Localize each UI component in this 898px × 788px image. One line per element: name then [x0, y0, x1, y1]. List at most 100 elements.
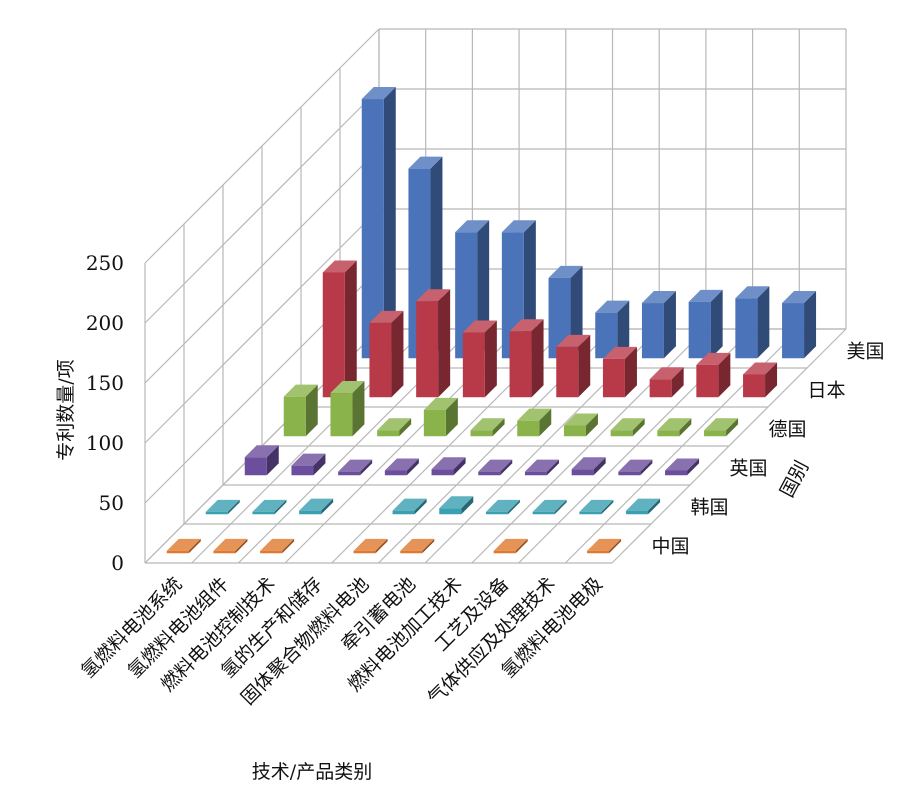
bar	[377, 418, 412, 437]
bar	[493, 538, 528, 554]
bar-front	[283, 396, 306, 437]
bar-front	[416, 301, 439, 398]
bar-top	[408, 156, 443, 169]
bar-top	[478, 459, 513, 472]
bar-front	[688, 301, 711, 359]
bar	[400, 538, 435, 554]
bar-front	[704, 430, 727, 437]
bar-front	[166, 550, 189, 554]
bar	[571, 457, 606, 476]
bar-top	[291, 453, 326, 466]
bar	[291, 453, 326, 476]
bar-top	[548, 265, 583, 278]
bar-top	[532, 499, 567, 512]
series-label: 美国	[847, 340, 885, 362]
bar-top	[416, 289, 451, 302]
bar-top	[384, 458, 419, 471]
bar-top	[166, 538, 201, 551]
bar-front	[696, 364, 719, 398]
bar-top	[205, 499, 240, 512]
bar-front	[618, 471, 641, 476]
bar-top	[423, 397, 458, 410]
bar	[704, 418, 739, 437]
bar-front	[470, 430, 493, 437]
bar-front	[509, 331, 532, 398]
bar-side	[593, 457, 606, 476]
bar-side	[500, 459, 513, 476]
bar-front	[735, 298, 758, 359]
bar	[509, 319, 544, 398]
bar-top	[338, 459, 373, 472]
bar-side	[484, 320, 497, 398]
bar-side	[757, 286, 770, 359]
bar-front	[626, 510, 649, 515]
bar-side	[453, 457, 466, 476]
bar	[478, 459, 513, 476]
bar-top	[252, 499, 287, 512]
bar-top	[571, 457, 606, 470]
bar-top	[392, 498, 427, 511]
bar-front	[602, 358, 625, 398]
bar-top	[377, 418, 412, 431]
bar-front	[587, 550, 610, 554]
bar-front	[384, 470, 407, 476]
series-label: 德国	[769, 418, 807, 440]
bar-front	[579, 511, 602, 515]
bar-top	[696, 352, 731, 365]
bar	[330, 381, 365, 437]
bar	[595, 300, 630, 359]
y-tick-label: 100	[86, 431, 124, 455]
bar-top	[330, 381, 365, 394]
bar-front	[392, 510, 415, 515]
bar-top	[743, 362, 778, 375]
bar-side	[624, 346, 637, 398]
bar-side	[507, 499, 520, 515]
bar-side	[663, 291, 676, 359]
bar	[782, 291, 817, 359]
bar	[353, 538, 388, 554]
bar-side	[671, 367, 684, 398]
bar-top	[524, 459, 559, 472]
bar	[416, 289, 451, 398]
bar	[166, 538, 201, 554]
bar-side	[438, 289, 451, 398]
bar-front	[400, 550, 423, 554]
bar	[338, 459, 373, 476]
bar-front	[252, 511, 275, 515]
bar-top	[439, 496, 474, 509]
bar-side	[585, 413, 598, 437]
bar-front	[657, 430, 680, 437]
bar	[384, 458, 419, 476]
bar-top	[602, 346, 637, 359]
bar-side	[414, 498, 427, 515]
bar	[657, 418, 692, 437]
bar-front	[493, 550, 516, 554]
bar-side	[375, 538, 388, 554]
bar-side	[391, 310, 404, 398]
bar	[260, 538, 295, 554]
bar-front	[205, 511, 228, 515]
bar	[665, 458, 700, 476]
bar-front	[260, 550, 283, 554]
bar-side	[539, 408, 552, 437]
bar-top	[688, 289, 723, 302]
bar-front	[743, 374, 766, 398]
bar-top	[369, 310, 404, 323]
bar-side	[578, 334, 591, 398]
bar-front	[485, 511, 508, 515]
bar	[524, 459, 559, 476]
y-tick-label: 200	[86, 311, 124, 335]
bar	[205, 499, 240, 515]
y-tick-label: 250	[86, 251, 124, 275]
bar	[688, 289, 723, 359]
bar	[743, 362, 778, 398]
bar-front	[431, 469, 454, 476]
bar-top	[361, 87, 396, 100]
bar-front	[532, 511, 555, 515]
bar	[602, 346, 637, 398]
y-tick-label: 50	[99, 491, 124, 515]
bar-top	[579, 499, 614, 512]
bar-front	[330, 393, 353, 437]
